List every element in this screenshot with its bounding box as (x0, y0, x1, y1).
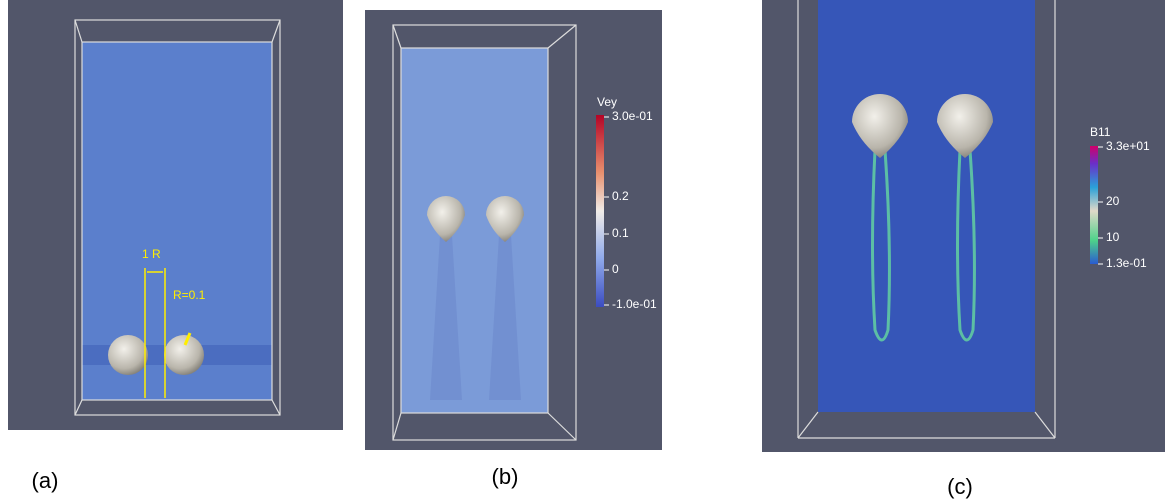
domain (401, 48, 548, 413)
colorbar (596, 115, 604, 307)
colorbar (1090, 146, 1098, 264)
annotation: R=0.1 (173, 288, 206, 302)
sphere (108, 335, 148, 375)
panel-label: (b) (492, 464, 519, 489)
colorbar-title: B11 (1090, 125, 1111, 139)
tick-label: 0 (612, 262, 619, 276)
tick-label: 3.0e-01 (612, 109, 653, 123)
panel-label: (a) (32, 468, 59, 493)
panel-b: Vey 3.0e-01 0.2 0.1 0 -1.0e-01 (b) (365, 10, 662, 489)
annotation: 1 R (142, 247, 161, 261)
figure: 1 R R=0.1 (a) Vey 3.0e-01 0.2 0.1 0 -1.0e-01… (0, 0, 1172, 501)
tick-label: 20 (1106, 194, 1120, 208)
sphere (164, 335, 204, 375)
panel-label: (c) (947, 474, 973, 499)
tick-label: -1.0e-01 (612, 297, 657, 311)
colorbar-title: Vey (597, 95, 617, 109)
panel-a: 1 R R=0.1 (a) (8, 0, 343, 493)
tick-label: 0.2 (612, 189, 629, 203)
tick-label: 10 (1106, 230, 1120, 244)
tick-label: 0.1 (612, 226, 629, 240)
tick-label: 1.3e-01 (1106, 256, 1147, 270)
panel-c: B11 3.3e+01 20 10 1.3e-01 (c) (762, 0, 1165, 499)
tick-label: 3.3e+01 (1106, 139, 1150, 153)
domain (818, 0, 1035, 412)
